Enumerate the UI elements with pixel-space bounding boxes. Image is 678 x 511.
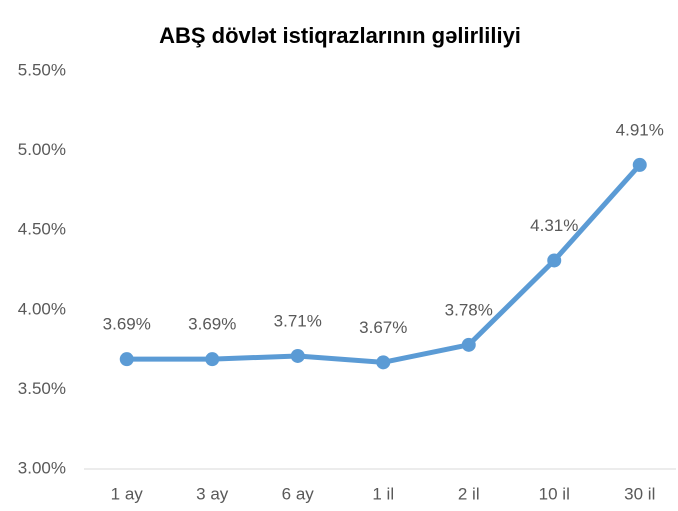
y-tick-label: 5.00% — [18, 140, 66, 159]
data-label: 3.69% — [103, 315, 151, 334]
data-label: 4.91% — [616, 120, 664, 139]
data-label: 3.78% — [445, 300, 493, 319]
marker — [547, 253, 562, 268]
marker — [205, 352, 220, 367]
marker — [461, 337, 476, 352]
marker — [376, 355, 391, 370]
x-tick-label: 1 ay — [111, 484, 144, 503]
x-tick-label: 10 il — [539, 484, 570, 503]
marker — [290, 348, 305, 363]
marker — [119, 352, 134, 367]
data-label: 3.67% — [359, 318, 407, 337]
x-tick-label: 6 ay — [282, 484, 315, 503]
data-label: 4.31% — [530, 216, 578, 235]
chart-title: ABŞ dövlət istiqrazlarının gəlirliliyi — [159, 23, 521, 48]
x-tick-label: 30 il — [624, 484, 655, 503]
x-tick-label: 1 il — [372, 484, 394, 503]
x-tick-label: 3 ay — [196, 484, 229, 503]
marker — [632, 157, 647, 172]
data-label: 3.69% — [188, 315, 236, 334]
y-tick-label: 3.00% — [18, 458, 66, 477]
x-tick-label: 2 il — [458, 484, 480, 503]
y-tick-label: 3.50% — [18, 379, 66, 398]
y-tick-label: 4.00% — [18, 299, 66, 318]
y-tick-label: 4.50% — [18, 220, 66, 239]
data-label: 3.71% — [274, 311, 322, 330]
y-tick-label: 5.50% — [18, 60, 66, 79]
